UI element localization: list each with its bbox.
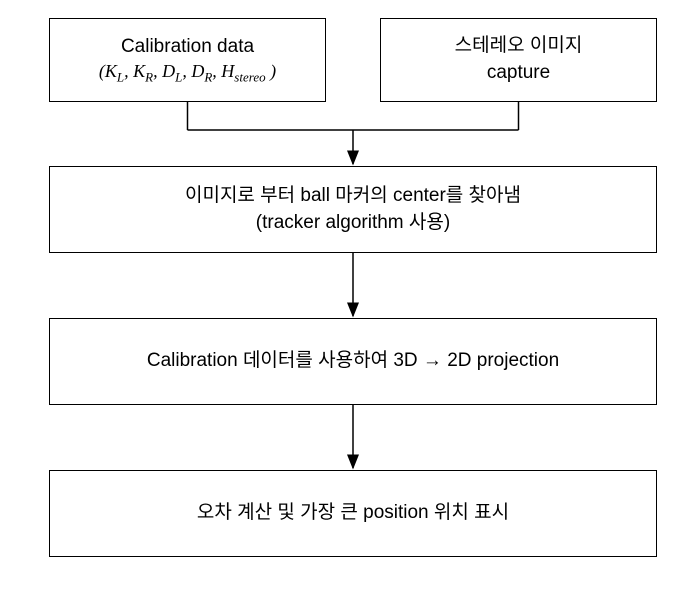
calibration-formula: (KL, KR, DL, DR, Hstereo ) bbox=[99, 61, 276, 86]
projection-text: Calibration 데이터를 사용하여 3D → 2D projection bbox=[147, 348, 559, 375]
node-tracker: 이미지로 부터 ball 마커의 center를 찾아냄 (tracker al… bbox=[49, 166, 657, 253]
calibration-title: Calibration data bbox=[121, 34, 254, 61]
node-calibration: Calibration data (KL, KR, DL, DR, Hstere… bbox=[49, 18, 326, 102]
node-error: 오차 계산 및 가장 큰 position 위치 표시 bbox=[49, 470, 657, 557]
node-projection: Calibration 데이터를 사용하여 3D → 2D projection bbox=[49, 318, 657, 405]
tracker-line1: 이미지로 부터 ball 마커의 center를 찾아냄 bbox=[185, 183, 521, 210]
stereo-line1: 스테레오 이미지 bbox=[455, 33, 583, 60]
node-stereo: 스테레오 이미지 capture bbox=[380, 18, 657, 102]
error-text: 오차 계산 및 가장 큰 position 위치 표시 bbox=[197, 500, 509, 527]
flowchart-container: Calibration data (KL, KR, DL, DR, Hstere… bbox=[0, 0, 695, 598]
stereo-line2: capture bbox=[487, 60, 550, 87]
tracker-line2: (tracker algorithm 사용) bbox=[256, 210, 450, 237]
